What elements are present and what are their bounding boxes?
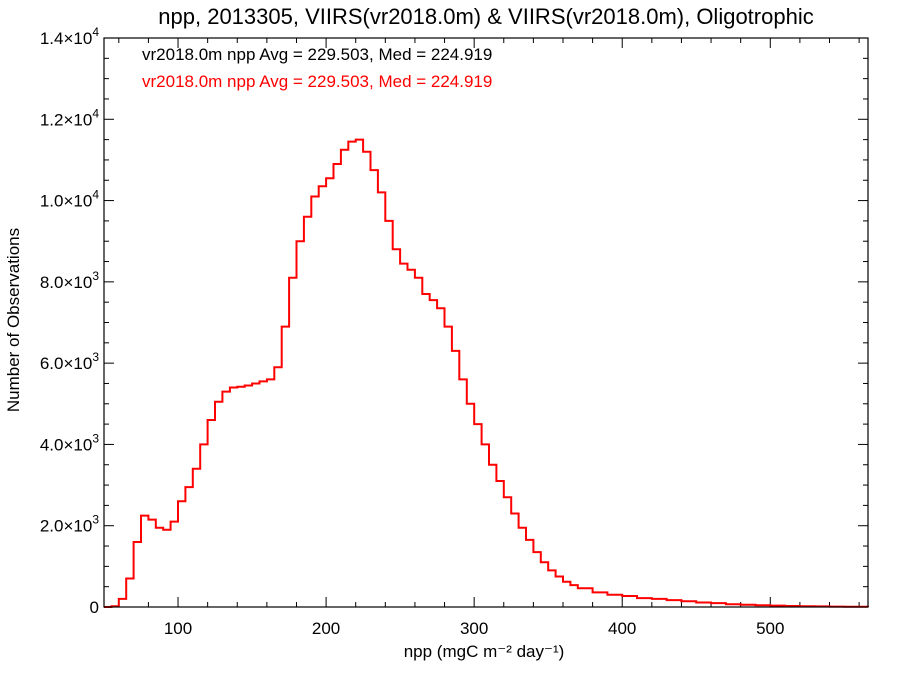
- y-tick-label: 0: [90, 598, 99, 617]
- y-tick-label: 2.0×103: [40, 513, 99, 536]
- x-tick-label: 500: [756, 619, 784, 638]
- y-tick-label: 1.2×104: [40, 106, 99, 129]
- x-tick-label: 200: [312, 619, 340, 638]
- y-axis-label: Number of Observations: [4, 228, 23, 412]
- y-tick-label: 4.0×103: [40, 431, 99, 454]
- x-axis-label: npp (mgC m⁻² day⁻¹): [404, 642, 565, 661]
- tick-labels: 100 200 300 400 500 0 2.0×103 4.0×103 6.0×103 8.0…: [40, 25, 785, 638]
- stats-annotations: vr2018.0m npp Avg = 229.503, Med = 224.9…: [142, 45, 492, 91]
- x-tick-label: 300: [460, 619, 488, 638]
- histogram-series: [104, 138, 869, 608]
- y-tick-label: 1.4×104: [40, 25, 99, 48]
- x-tick-label: 100: [164, 619, 192, 638]
- chart-title: npp, 2013305, VIIRS(vr2018.0m) & VIIRS(v…: [158, 4, 813, 29]
- plot-frame: [103, 37, 869, 608]
- x-tick-label: 400: [608, 619, 636, 638]
- axis-ticks: [104, 38, 868, 607]
- stats-line: vr2018.0m npp Avg = 229.503, Med = 224.9…: [142, 45, 492, 64]
- y-tick-label: 1.0×104: [40, 188, 99, 211]
- stats-line: vr2018.0m npp Avg = 229.503, Med = 224.9…: [142, 72, 492, 91]
- y-tick-label: 6.0×103: [40, 350, 99, 373]
- y-tick-label: 8.0×103: [40, 269, 99, 292]
